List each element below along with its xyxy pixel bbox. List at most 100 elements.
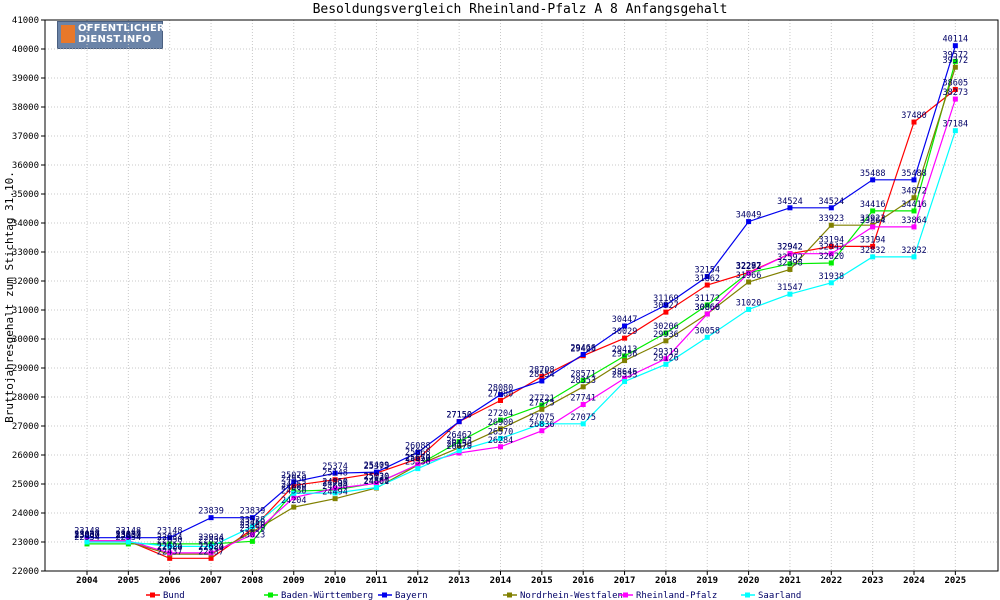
- x-tick-label: 2023: [862, 576, 884, 586]
- y-tick-label: 26000: [12, 451, 39, 461]
- data-point: [498, 444, 503, 450]
- data-point: [787, 266, 793, 272]
- series-line-1: [87, 61, 956, 545]
- data-point: [911, 254, 917, 260]
- data-point: [870, 224, 876, 230]
- data-label: 26900: [488, 418, 514, 428]
- data-label: 39372: [943, 56, 969, 66]
- legend-swatch-marker: [268, 592, 273, 598]
- data-label: 24850: [322, 477, 348, 487]
- data-point: [291, 490, 297, 496]
- data-label: 34416: [860, 200, 886, 210]
- data-point: [911, 195, 917, 201]
- data-point: [332, 485, 338, 491]
- data-label: 32292: [736, 262, 762, 272]
- data-label: 26836: [529, 420, 555, 430]
- data-label: 32832: [901, 246, 927, 256]
- data-label: 26253: [446, 437, 472, 447]
- y-tick-label: 25000: [12, 480, 39, 490]
- data-label: 29319: [653, 348, 679, 358]
- series-line-3: [87, 67, 956, 555]
- data-label: 28708: [529, 365, 555, 375]
- data-label: 23000: [74, 531, 100, 541]
- data-label: 24795: [322, 479, 348, 489]
- data-label: 32592: [777, 253, 803, 263]
- data-point: [373, 480, 379, 486]
- data-point: [415, 462, 421, 468]
- data-label: 24880: [364, 476, 390, 486]
- data-label: 24680: [281, 482, 307, 492]
- data-point: [663, 309, 669, 315]
- data-point: [622, 358, 628, 364]
- data-label: 31938: [819, 272, 845, 282]
- data-point: [167, 550, 173, 556]
- data-label: 32272: [736, 262, 762, 272]
- data-label: 25530: [405, 458, 431, 468]
- data-label: 29126: [653, 353, 679, 363]
- data-point: [539, 406, 545, 412]
- data-point: [456, 419, 462, 425]
- data-label: 34049: [736, 211, 762, 221]
- data-label: 34524: [819, 197, 845, 207]
- data-label: 31966: [736, 271, 762, 281]
- data-label: 22850: [198, 535, 224, 545]
- x-tick-label: 2017: [614, 576, 636, 586]
- x-tick-label: 2018: [655, 576, 677, 586]
- y-tick-label: 28000: [12, 393, 39, 403]
- legend-label: Baden-Württemberg: [281, 591, 373, 600]
- data-point: [167, 543, 173, 549]
- data-label: 26570: [488, 427, 514, 437]
- data-label: 23023: [240, 530, 266, 540]
- x-tick-label: 2025: [945, 576, 967, 586]
- data-label: 27075: [529, 413, 555, 423]
- data-label: 23000: [116, 531, 142, 541]
- x-tick-label: 2009: [283, 576, 305, 586]
- data-point: [125, 535, 131, 541]
- data-label: 32942: [777, 243, 803, 253]
- data-label: 23839: [240, 507, 266, 517]
- data-label: 26284: [488, 436, 514, 446]
- data-point: [663, 338, 669, 344]
- x-tick-label: 2007: [200, 576, 222, 586]
- data-point: [704, 302, 710, 308]
- data-point: [787, 251, 793, 257]
- x-tick-label: 2006: [159, 576, 181, 586]
- data-label: 23000: [116, 531, 142, 541]
- legend-label: Nordrhein-Westfalen: [520, 591, 623, 600]
- data-point: [952, 64, 958, 70]
- data-point: [498, 435, 503, 441]
- y-tick-label: 36000: [12, 161, 39, 171]
- data-label: 22934: [116, 533, 142, 543]
- data-label: 32942: [777, 243, 803, 253]
- data-point: [332, 477, 338, 483]
- data-label: 22934: [157, 533, 183, 543]
- data-label: 27150: [446, 411, 472, 421]
- y-tick-label: 34000: [12, 219, 39, 229]
- data-point: [911, 177, 917, 183]
- data-point: [704, 311, 710, 317]
- data-label: 35488: [901, 169, 927, 179]
- data-point: [622, 353, 628, 359]
- data-label: 22850: [157, 535, 183, 545]
- data-point: [580, 384, 586, 390]
- data-label: 40114: [943, 35, 969, 45]
- data-point: [704, 334, 710, 340]
- data-label: 24494: [322, 488, 348, 498]
- y-tick-label: 32000: [12, 277, 39, 287]
- data-point: [415, 449, 421, 455]
- data-point: [498, 417, 503, 423]
- y-tick-label: 30000: [12, 335, 39, 345]
- data-label: 32287: [736, 262, 762, 272]
- data-point: [332, 496, 338, 502]
- y-tick-label: 27000: [12, 422, 39, 432]
- data-point: [249, 538, 255, 544]
- data-label: 32832: [860, 246, 886, 256]
- data-label: 29423: [570, 345, 596, 355]
- x-tick-label: 2024: [903, 576, 925, 586]
- data-label: 33194: [860, 235, 886, 245]
- data-label: 30866: [694, 303, 720, 313]
- x-tick-label: 2004: [76, 576, 98, 586]
- data-labels: 23037 23037 22437 22437 23450 24950 25148 25375…: [74, 35, 968, 558]
- data-point: [911, 119, 917, 125]
- data-point: [622, 375, 628, 381]
